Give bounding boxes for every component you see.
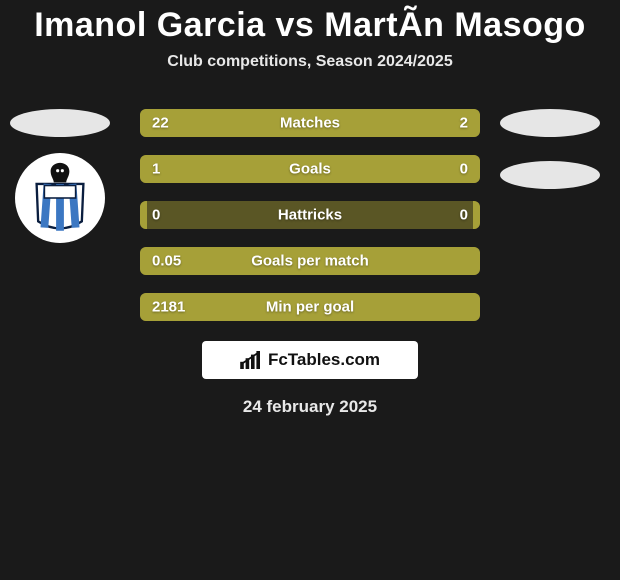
brand-chart-icon bbox=[240, 351, 262, 369]
stat-label: Hattricks bbox=[278, 207, 342, 224]
stat-label: Goals per match bbox=[251, 253, 369, 270]
value-right: 2 bbox=[460, 115, 468, 132]
bar-right bbox=[473, 247, 480, 275]
right-player-column bbox=[500, 109, 600, 189]
page-title: Imanol Garcia vs MartÃ­n Masogo bbox=[0, 0, 620, 45]
stat-row-matches: 222Matches bbox=[140, 109, 480, 137]
page-subtitle: Club competitions, Season 2024/2025 bbox=[0, 53, 620, 71]
bar-right bbox=[422, 109, 480, 137]
stat-label: Matches bbox=[280, 115, 340, 132]
left-player-avatar-placeholder bbox=[10, 109, 110, 137]
value-left: 0 bbox=[152, 207, 160, 224]
alcoyano-logo-icon bbox=[21, 159, 99, 237]
value-right: 0 bbox=[460, 161, 468, 178]
value-left: 1 bbox=[152, 161, 160, 178]
bar-right bbox=[473, 155, 480, 183]
value-left: 22 bbox=[152, 115, 169, 132]
stat-label: Goals bbox=[289, 161, 331, 178]
right-club-logo-placeholder bbox=[500, 161, 600, 189]
left-club-logo bbox=[15, 153, 105, 243]
stat-rows: 222Matches10Goals00Hattricks0.05Goals pe… bbox=[140, 109, 480, 321]
stat-row-min_per_goal: 2181 Min per goal bbox=[140, 293, 480, 321]
stat-row-goals: 1 0 Goals bbox=[140, 155, 480, 183]
left-player-column bbox=[10, 109, 110, 243]
date-line: 24 february 2025 bbox=[0, 397, 620, 417]
value-left: 2181 bbox=[152, 299, 185, 316]
bar-left bbox=[140, 201, 147, 229]
value-left: 0.05 bbox=[152, 253, 181, 270]
stat-label: Min per goal bbox=[266, 299, 354, 316]
right-player-avatar-placeholder bbox=[500, 109, 600, 137]
brand-text: FcTables.com bbox=[268, 350, 380, 370]
bar-right bbox=[473, 293, 480, 321]
brand-badge: FcTables.com bbox=[202, 341, 418, 379]
stat-row-goals_per_match: 0.05 Goals per match bbox=[140, 247, 480, 275]
comparison-chart: 222Matches10Goals00Hattricks0.05Goals pe… bbox=[0, 109, 620, 321]
bar-right bbox=[473, 201, 480, 229]
value-right: 0 bbox=[460, 207, 468, 224]
stat-row-hattricks: 0 0 Hattricks bbox=[140, 201, 480, 229]
